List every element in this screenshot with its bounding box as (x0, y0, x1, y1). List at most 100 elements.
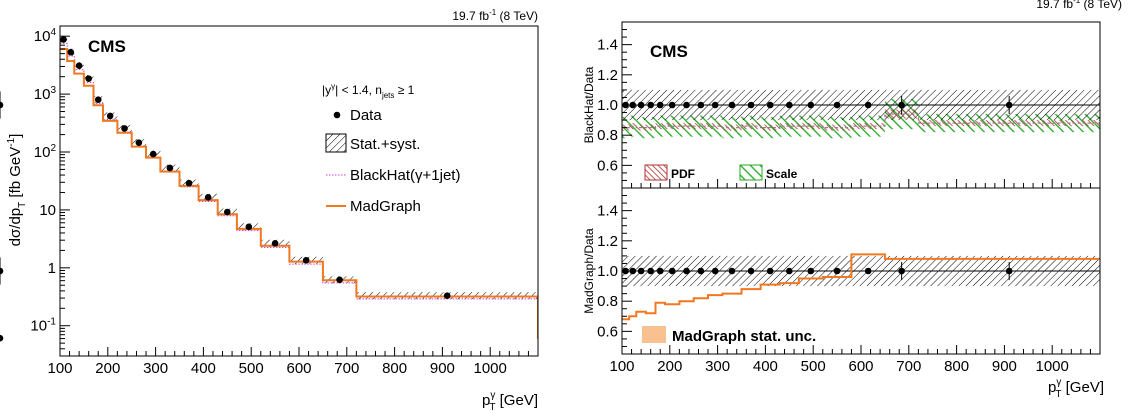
main-y-tick-label: 104 (34, 27, 57, 45)
ratio-data-point (683, 267, 690, 275)
madgraph-ratio-x-tick-label: 500 (801, 358, 826, 375)
pdf-unc-band (851, 123, 885, 130)
main-x-tick-label: 200 (95, 360, 120, 377)
ratio-data-point (807, 101, 815, 109)
ratio-cms-label: CMS (650, 42, 688, 61)
main-x-tick-label: 800 (382, 360, 407, 377)
blackhat-ratio-panel: 19.7 fb-1 (8 TeV) 0.6 0.8 1.0 1.2 1.4 CMS PD… (0, 0, 1122, 189)
ratio-data-point (864, 101, 872, 109)
ratio-data-point (728, 101, 736, 109)
ratio-data-point (0, 267, 4, 275)
ratio-data-point (647, 101, 654, 109)
legend-scale-label: Scale (766, 167, 798, 181)
legend-data-marker (333, 111, 341, 119)
ratio-data-point (898, 101, 905, 109)
madgraph-ratio-x-tick-label: 600 (848, 358, 873, 375)
ratio-x-axis-title: pγ T [GeV] (1048, 377, 1104, 400)
main-data-point (185, 179, 193, 187)
madgraph-ratio-x-tick-label: 300 (705, 358, 730, 375)
main-data-point (224, 208, 231, 216)
ratio-data-point (668, 267, 676, 275)
legend-stat-syst-label: Stat.+syst. (350, 136, 420, 153)
legend-madgraph-label: MadGraph (350, 198, 421, 215)
madgraph-ratio-x-tick-label: 400 (753, 358, 778, 375)
ratio-data-point (766, 101, 774, 109)
legend-blackhat-label: BlackHat(γ+1jet) (350, 167, 460, 184)
ratio-data-point (833, 267, 841, 275)
main-x-tick-label: 900 (430, 360, 455, 377)
ratio-data-point (629, 101, 637, 109)
blackhat-ratio-curve (622, 113, 1100, 129)
ratio-data-point (711, 267, 719, 275)
main-data-point (336, 276, 343, 284)
madgraph-ratio-bands (622, 255, 1100, 287)
main-data-point (135, 139, 143, 146)
ratio-data-point (647, 267, 654, 275)
main-y-tick-label: 10-1 (30, 317, 56, 335)
ratio-data-point (1005, 101, 1013, 109)
legend-pdf-label: PDF (671, 167, 695, 181)
madgraph-ratio-y-axis-title: MadGraph/Data (582, 228, 596, 314)
main-data-point (166, 164, 174, 172)
blackhat-ratio-y-tick-label: 1.0 (597, 97, 618, 114)
main-panel: 19.7 fb-1 (8 TeV) 100 200 300 400 500 600 700 8… (0, 8, 539, 413)
legend-madgraph-stat-label: MadGraph stat. unc. (672, 328, 816, 345)
main-x-tick-label: 500 (239, 360, 264, 377)
ratio-data-point (697, 101, 705, 109)
main-data-points (0, 36, 451, 342)
main-data-point (60, 36, 67, 43)
main-data-point (271, 240, 279, 247)
ratio-data-point (864, 267, 872, 275)
ratio-data-point (711, 101, 719, 109)
madgraph-ratio-x-tick-label: 200 (657, 358, 682, 375)
main-lumi-label: 19.7 fb-1 (8 TeV) (452, 8, 538, 23)
main-data-point (302, 256, 310, 264)
ratio-data-point (1005, 267, 1013, 275)
legend-scale-swatch (739, 164, 763, 181)
main-data-point (204, 194, 212, 201)
main-x-tick-label: 300 (143, 360, 168, 377)
ratio-data-point (786, 267, 793, 275)
ratio-data-point (728, 267, 736, 275)
main-data-point (67, 48, 75, 56)
ratio-data-point (833, 101, 841, 109)
main-y-tick-label: 1 (48, 260, 56, 277)
main-x-tick-label: 100 (47, 360, 72, 377)
main-data-point (94, 96, 102, 104)
ratio-data-point (697, 267, 705, 275)
main-y-axis: 10-1 1 10 102 103 104 (30, 27, 70, 357)
pdf-unc-band (798, 123, 823, 130)
legend-pdf-swatch (644, 164, 668, 181)
madgraph-ratio-x-tick-label: 1000 (1036, 358, 1069, 375)
main-data-point (149, 150, 157, 158)
main-x-tick-label: 1000 (474, 360, 507, 377)
blackhat-ratio-bands (622, 89, 1100, 139)
ratio-data-point (668, 101, 676, 109)
main-madgraph-curve (60, 48, 538, 339)
madgraph-ratio-x-tick-label: 700 (896, 358, 921, 375)
main-data-point (443, 292, 451, 299)
pdf-unc-band (679, 123, 694, 130)
main-x-tick-label: 700 (334, 360, 359, 377)
ratio-data-point (656, 267, 664, 275)
blackhat-ratio-y-axis: 0.6 0.8 1.0 1.2 1.4 (597, 29, 632, 181)
main-data-point (75, 62, 83, 69)
main-legend: Data Stat.+syst. BlackHat(γ+1jet) MadGra… (325, 107, 460, 215)
main-y-axis-title: dσ/dpT [fb GeV-1] (6, 134, 28, 247)
main-y-tick-label: 10 (39, 202, 56, 219)
main-cms-label: CMS (88, 37, 126, 56)
madgraph-ratio-curve (622, 253, 1100, 321)
ratio-data-point (766, 267, 774, 275)
blackhat-ratio-y-tick-label: 1.4 (597, 37, 618, 54)
ratio-data-point (683, 101, 690, 109)
main-stat-syst-bands (60, 35, 538, 300)
madgraph-ratio-y-axis: 0.6 0.8 1.0 1.2 1.4 (597, 195, 632, 347)
pdf-unc-band (665, 123, 680, 130)
ratio-data-point (786, 101, 793, 109)
ratio-data-point (637, 101, 645, 109)
madgraph-ratio-x-tick-label: 800 (944, 358, 969, 375)
ratio-data-point (656, 101, 664, 109)
madgraph-ratio-x-tick-label: 900 (992, 358, 1017, 375)
madgraph-ratio-x-tick-label: 100 (609, 358, 634, 375)
